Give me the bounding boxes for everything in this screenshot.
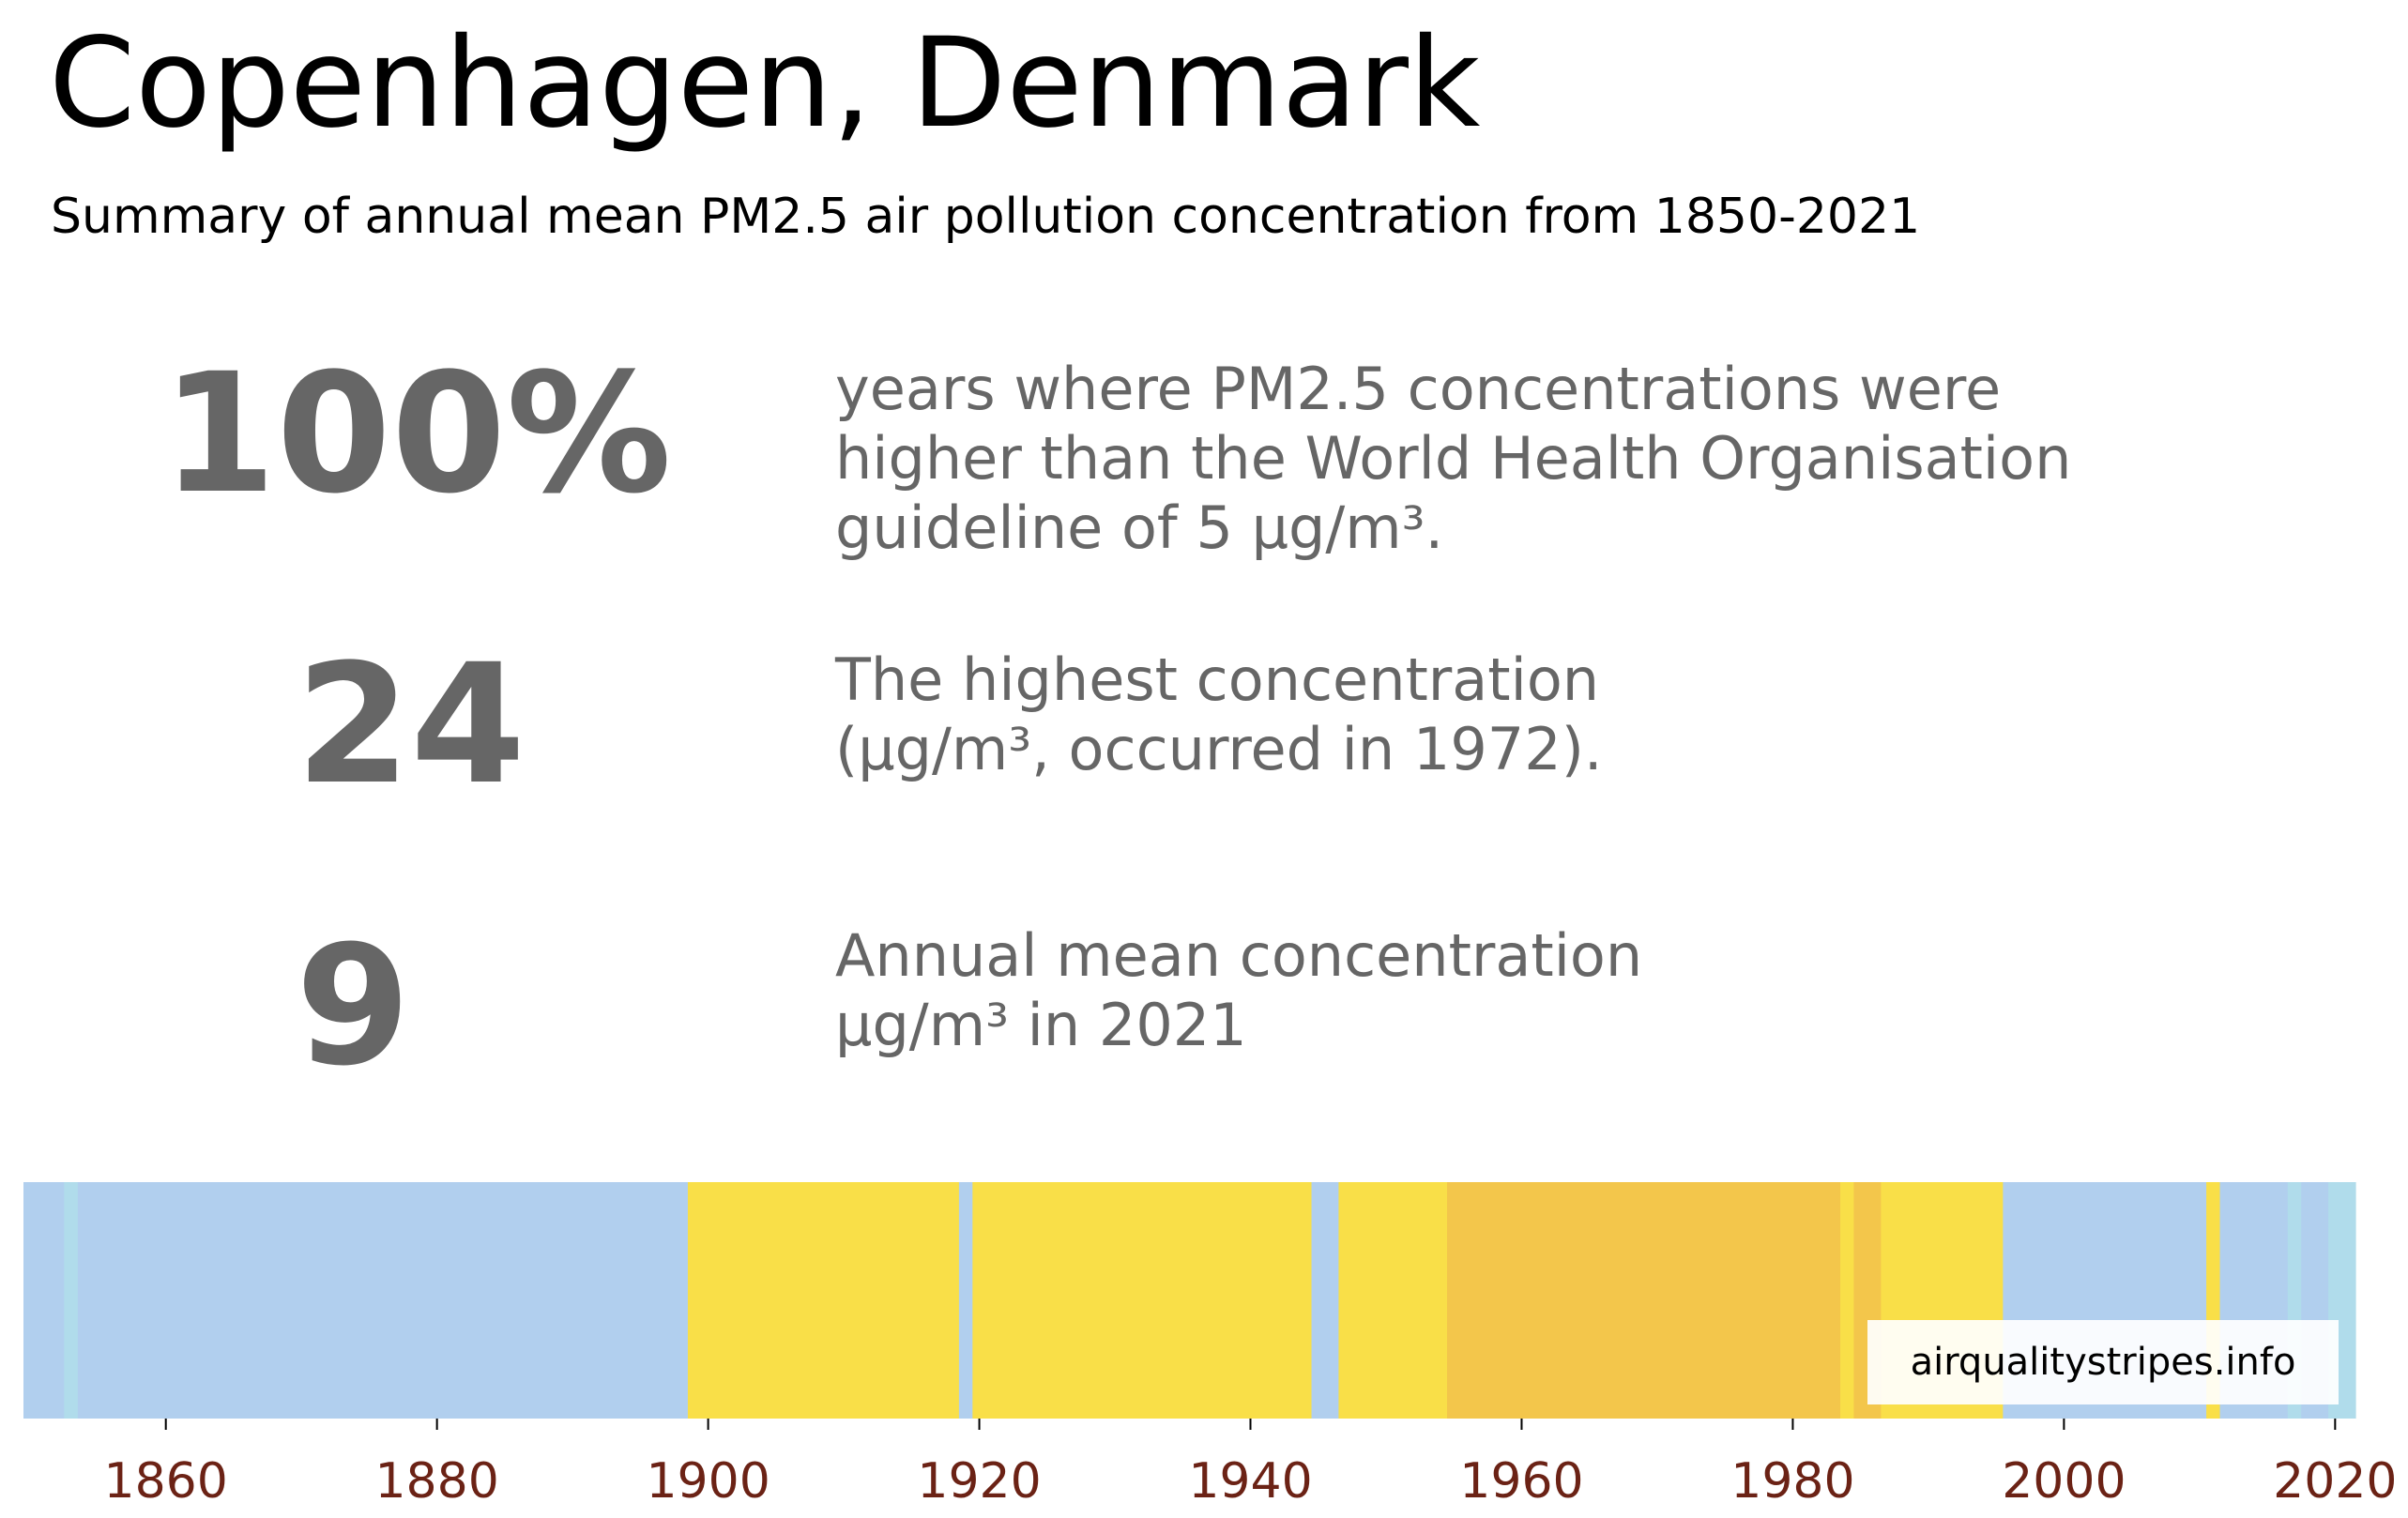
stat-desc-latest: Annual mean concentration μg/m³ in 2021 [835, 921, 2299, 1060]
stat-value-percent: 100% [161, 338, 672, 530]
x-axis-ticks: 1860 1880 1900 1920 1940 1960 1980 2000 2020 [104, 1419, 2398, 1510]
stripe-1854-1898 [77, 1182, 689, 1419]
stripe-1850-1852 [23, 1182, 65, 1419]
x-tick-label-1900: 1900 [646, 1453, 770, 1510]
x-tick-label-2020: 2020 [2273, 1453, 2397, 1510]
x-tick-label-1860: 1860 [104, 1453, 228, 1510]
stripe-1955-1983 [1447, 1182, 1841, 1419]
stripe-1920-1944 [972, 1182, 1313, 1419]
stat-value-highest: 24 [296, 629, 526, 821]
stat-desc-line: guideline of 5 μg/m³. [835, 493, 1444, 562]
x-tick-label-1960: 1960 [1459, 1453, 1583, 1510]
x-tick-label-1880: 1880 [374, 1453, 498, 1510]
stripe-1853-1853 [64, 1182, 79, 1419]
stat-desc-line: years where PM2.5 concentrations were [835, 355, 2002, 423]
stripe-1899-1918 [687, 1182, 960, 1419]
credit-label: airqualitystripes.info [1867, 1320, 2339, 1404]
stat-value-latest: 9 [296, 910, 411, 1102]
x-tick-label-2000: 2000 [2002, 1453, 2126, 1510]
stripe-1919-1919 [958, 1182, 973, 1419]
stat-desc-highest: The highest concentration (μg/m³, occurr… [835, 645, 2299, 784]
stat-desc-percent: years where PM2.5 concentrations were hi… [835, 355, 2299, 563]
stripe-1947-1954 [1338, 1182, 1448, 1419]
page-subtitle: Summary of annual mean PM2.5 air polluti… [51, 189, 1921, 245]
stripe-1945-1946 [1311, 1182, 1340, 1419]
page-title: Copenhagen, Denmark [49, 11, 1481, 156]
stat-desc-line: Annual mean concentration [835, 921, 1643, 990]
x-tick-label-1920: 1920 [917, 1453, 1041, 1510]
x-tick-label-1980: 1980 [1730, 1453, 1854, 1510]
x-tick-label-1940: 1940 [1188, 1453, 1312, 1510]
stripe-1984-1984 [1839, 1182, 1855, 1419]
stat-desc-line: μg/m³ in 2021 [835, 991, 1247, 1059]
stat-desc-line: higher than the World Health Organisatio… [835, 424, 2072, 493]
stat-desc-line: The highest concentration [835, 645, 1600, 714]
stat-desc-line: (μg/m³, occurred in 1972). [835, 715, 1603, 783]
